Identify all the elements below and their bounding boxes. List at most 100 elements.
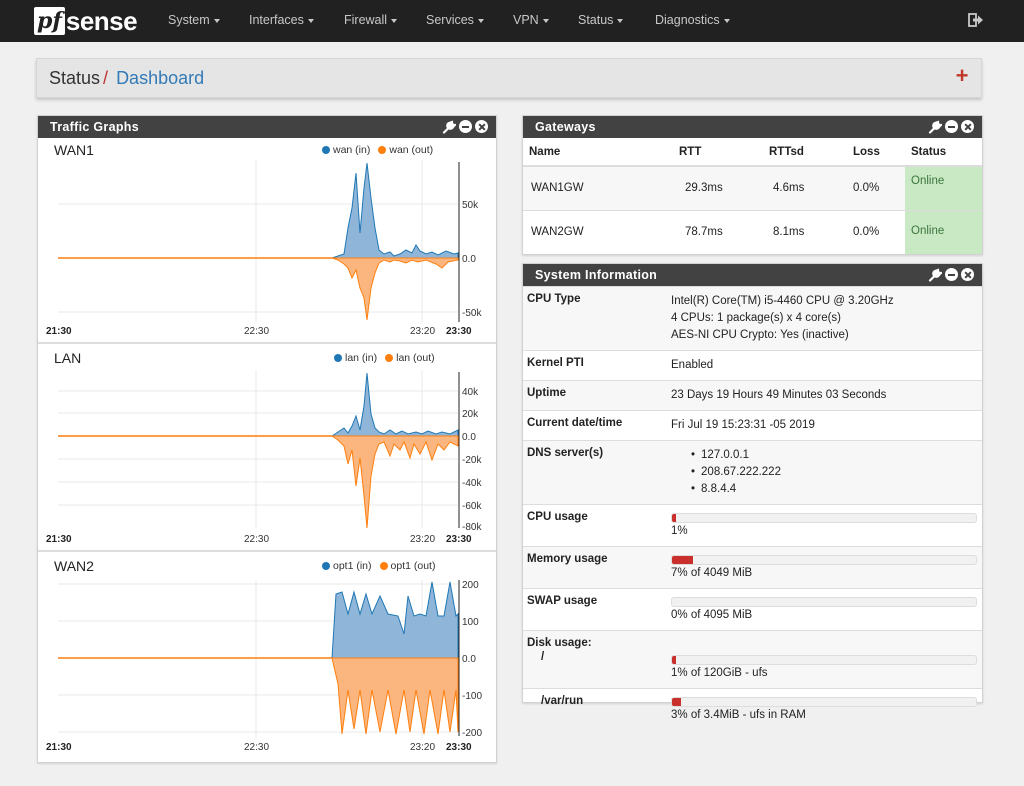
swap-usage-text: 0% of 4095 MiB (671, 609, 753, 621)
minimize-icon[interactable] (945, 268, 958, 281)
row-label: Kernel PTI (523, 350, 669, 381)
progress-fill (672, 698, 682, 706)
nav-menu-system[interactable]: System (168, 0, 220, 42)
wrench-icon[interactable] (442, 120, 456, 134)
breadcrumb-page-link[interactable]: Dashboard (116, 68, 205, 88)
close-icon[interactable] (961, 268, 974, 281)
graph-title: LAN (54, 350, 82, 366)
graph-legend: lan (in) lan (out) (334, 352, 443, 364)
row-label: CPU usage (523, 504, 669, 547)
wrench-icon[interactable] (928, 268, 942, 282)
pfsense-logo[interactable]: pf sense (34, 5, 138, 37)
nav-menu-label: VPN (513, 13, 539, 27)
system-information-panel: System Information CPU Type Intel(R) Cor… (522, 263, 983, 730)
table-row: Uptime 23 Days 19 Hours 49 Minutes 03 Se… (523, 380, 982, 411)
nav-menu-firewall[interactable]: Firewall (344, 0, 398, 42)
caret-down-icon (213, 18, 220, 23)
memory-usage-value: 7% of 4049 MiB (669, 546, 982, 589)
logo-sense-text: sense (65, 5, 138, 36)
caret-down-icon (477, 18, 484, 23)
legend-out[interactable]: wan (out) (378, 144, 433, 156)
y-tick-label: 50k (462, 200, 479, 211)
legend-in-label: opt1 (in) (333, 560, 372, 572)
wan-out-area (331, 257, 459, 321)
y-tick-label: 0.0 (462, 254, 476, 265)
legend-in[interactable]: opt1 (in) (322, 560, 372, 572)
legend-in[interactable]: lan (in) (334, 352, 377, 364)
column-header: RTTsd (763, 138, 847, 167)
graph-legend: opt1 (in) opt1 (out) (322, 560, 443, 572)
disk-usage-label-cell: Disk usage: / (523, 630, 669, 689)
caret-down-icon (723, 18, 730, 23)
gateway-rtt: 29.3ms (673, 165, 763, 210)
wrench-icon[interactable] (928, 120, 942, 134)
gateway-status: Online (905, 209, 982, 254)
table-row: WAN2GW 78.7ms 8.1ms 0.0% Online (523, 209, 982, 254)
y-tick-label: -80k (462, 522, 482, 533)
logout-icon[interactable] (968, 12, 984, 28)
x-tick-label: 23:20 (410, 534, 435, 545)
traffic-chart-wan1: 50k 0.0 -50k 21:30 22:30 23:20 23:30 (46, 160, 482, 337)
nav-menu-label: Firewall (344, 13, 388, 27)
nav-menu-interfaces[interactable]: Interfaces (249, 0, 314, 42)
nav-menu-label: Diagnostics (655, 13, 720, 27)
x-tick-label: 23:30 (446, 742, 472, 753)
gateway-rttsd: 8.1ms (763, 209, 847, 254)
table-row: Current date/time Fri Jul 19 15:23:31 -0… (523, 410, 982, 441)
nav-menu-services[interactable]: Services (426, 0, 484, 42)
cpu-type-value: Intel(R) Core(TM) i5-4460 CPU @ 3.20GHz … (669, 286, 982, 351)
gateway-rttsd: 4.6ms (763, 165, 847, 210)
progress-fill (672, 556, 694, 564)
legend-out-label: opt1 (out) (390, 560, 436, 572)
disk-root-text: 1% of 120GiB - ufs (671, 667, 768, 679)
add-widget-plus-icon[interactable]: + (955, 63, 969, 88)
graph-wan1: WAN1 wan (in) wan (out) 50k 0.0 -50k 21:… (38, 138, 496, 344)
column-header: Loss (847, 138, 905, 167)
minimize-icon[interactable] (459, 120, 472, 133)
legend-out[interactable]: opt1 (out) (379, 560, 436, 572)
nav-menu-label: Status (578, 13, 614, 27)
breadcrumb: Status / Dashboard (49, 68, 204, 89)
nav-menu-diagnostics[interactable]: Diagnostics (655, 0, 730, 42)
legend-out[interactable]: lan (out) (385, 352, 435, 364)
nav-menu-label: Services (426, 13, 474, 27)
legend-out-dot-icon (378, 146, 387, 154)
x-tick-label: 23:30 (446, 534, 472, 545)
list-item: 127.0.0.1 (691, 447, 980, 464)
breadcrumb-bar: Status / Dashboard + (36, 58, 982, 98)
y-tick-label: -50k (462, 308, 482, 319)
column-header: RTT (673, 138, 763, 167)
graph-legend: wan (in) wan (out) (322, 144, 441, 156)
row-label: Uptime (523, 380, 669, 411)
gateway-rtt: 78.7ms (673, 209, 763, 254)
caret-down-icon (542, 18, 549, 23)
panel-title: Traffic Graphs (50, 120, 139, 134)
legend-in[interactable]: wan (in) (322, 144, 370, 156)
column-header: Name (523, 138, 673, 167)
column-header: Status (905, 138, 982, 167)
nav-menu-status[interactable]: Status (578, 0, 624, 42)
close-icon[interactable] (961, 120, 974, 133)
y-tick-label: 100 (462, 617, 479, 628)
nav-menu-label: Interfaces (249, 13, 304, 27)
nav-menu-vpn[interactable]: VPN (513, 0, 549, 42)
y-tick-label: -20k (462, 455, 482, 466)
breadcrumb-section: Status (49, 68, 101, 88)
x-tick-label: 22:30 (244, 534, 269, 545)
legend-in-label: wan (in) (333, 144, 371, 156)
uptime-value: 23 Days 19 Hours 49 Minutes 03 Seconds (669, 380, 982, 411)
close-icon[interactable] (475, 120, 488, 133)
top-navbar: pf sense System Interfaces Firewall Servi… (0, 0, 1024, 42)
system-info-table: CPU Type Intel(R) Core(TM) i5-4460 CPU @… (523, 286, 982, 730)
y-tick-label: 0.0 (462, 654, 476, 665)
table-row: DNS server(s) 127.0.0.1 208.67.222.222 8… (523, 440, 982, 505)
table-row: /var/run 3% of 3.4MiB - ufs in RAM (523, 688, 982, 730)
cpu-usage-progress-bar (671, 513, 977, 523)
panel-controls (928, 120, 974, 134)
minimize-icon[interactable] (945, 120, 958, 133)
memory-usage-progress-bar (671, 555, 977, 565)
gateways-panel: Gateways Name RTT RTTsd Loss Status WAN1… (522, 115, 983, 255)
disk-varrun-progress-bar (671, 697, 977, 707)
row-label: Disk usage: (527, 637, 592, 649)
panel-heading: Gateways (523, 116, 982, 138)
